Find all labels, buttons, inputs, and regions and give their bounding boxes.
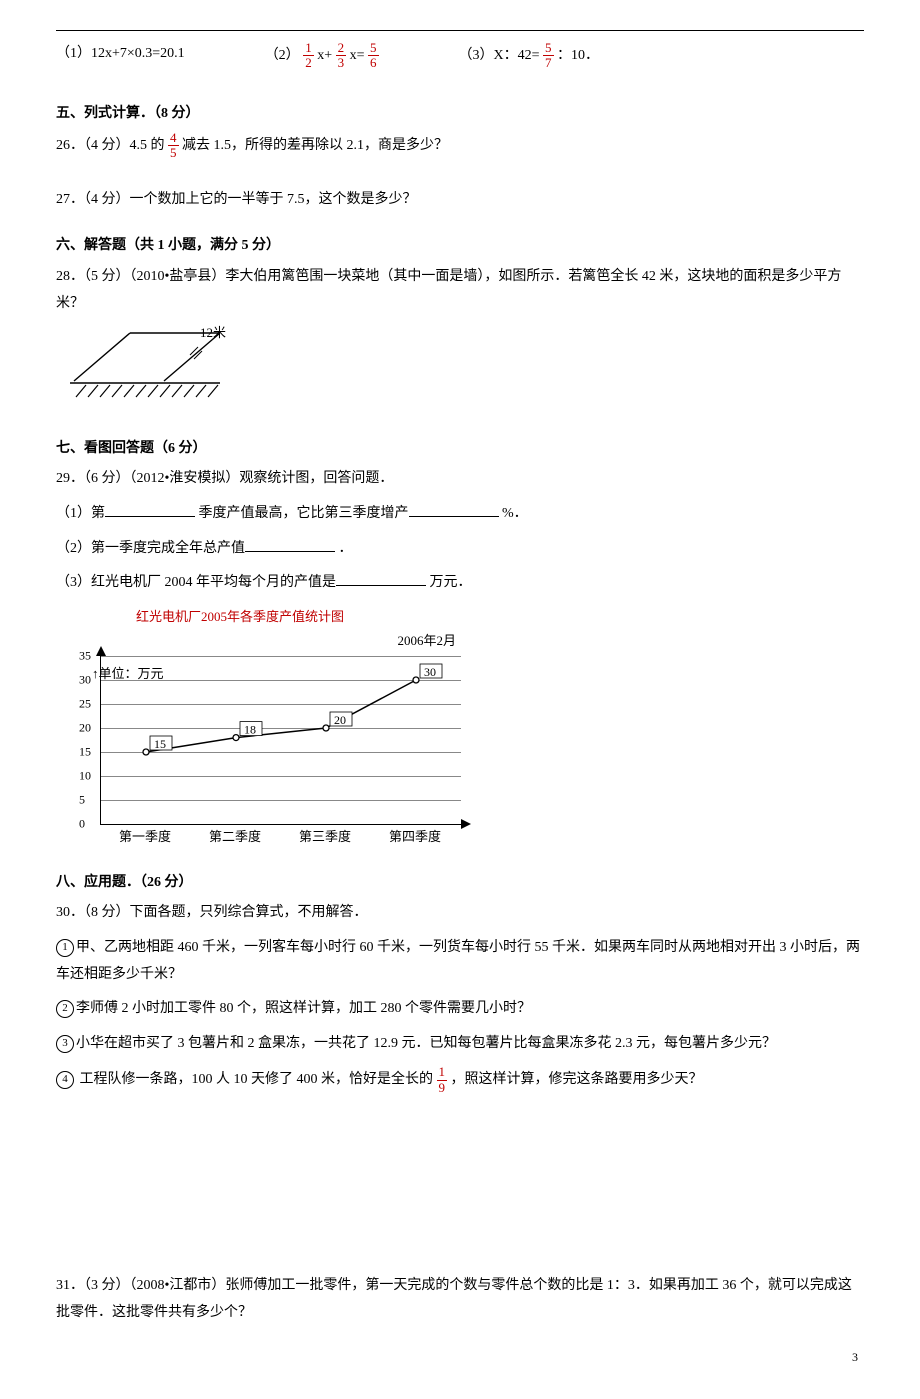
circle-3-icon: 3 <box>56 1035 74 1053</box>
y-tick-label: 30 <box>79 669 91 692</box>
q26-pre: 26．（4 分）4.5 的 <box>56 138 165 153</box>
fig-label: 12米 <box>200 325 226 340</box>
q31: 31．（3 分）（2008•江都市）张师傅加工一批零件，第一天完成的个数与零件总… <box>56 1273 864 1326</box>
q29-1: （1）第 季度产值最高，它比第三季度增产 %． <box>56 501 864 528</box>
eq2-pre: （2） <box>265 48 300 63</box>
svg-text:15: 15 <box>154 737 166 751</box>
q29: 29．（6 分）（2012•淮安模拟）观察统计图，回答问题． <box>56 466 864 493</box>
q29-1a: （1）第 <box>56 506 105 521</box>
q29-2b: ． <box>339 541 353 556</box>
q30-4a: 工程队修一条路，100 人 10 天修了 400 米，恰好是全长的 <box>80 1072 434 1087</box>
page: （1）12x+7×0.3=20.1 （2） 12 x+ 23 x= 56 （3）… <box>0 0 920 1399</box>
q29-3: （3）红光电机厂 2004 年平均每个月的产值是 万元． <box>56 570 864 597</box>
y-tick-label: 5 <box>79 789 85 812</box>
figure-q28: 12米 <box>70 325 240 416</box>
equation-row: （1）12x+7×0.3=20.1 （2） 12 x+ 23 x= 56 （3）… <box>56 41 864 71</box>
frac-1-9: 19 <box>437 1065 448 1095</box>
eq-1: （1）12x+7×0.3=20.1 <box>56 41 185 71</box>
y-tick-label: 20 <box>79 717 91 740</box>
arrow-up-icon <box>96 646 106 656</box>
eq2-mid1: x+ <box>317 48 332 63</box>
y-tick-label: 15 <box>79 741 91 764</box>
q29-2a: （2）第一季度完成全年总产值 <box>56 541 245 556</box>
q29-2: （2）第一季度完成全年总产值 ． <box>56 536 864 563</box>
blank <box>105 502 195 517</box>
q30: 30．（8 分）下面各题，只列综合算式，不用解答． <box>56 900 864 927</box>
q26-post: 减去 1.5，所得的差再除以 2.1，商是多少？ <box>182 138 448 153</box>
eq2-mid2: x= <box>350 48 365 63</box>
section-5-head: 五、列式计算．（8 分） <box>56 101 864 128</box>
arrow-right-icon <box>461 819 471 829</box>
page-number: 3 <box>56 1346 864 1369</box>
svg-text:18: 18 <box>244 723 256 737</box>
blank <box>336 571 426 586</box>
q30-1-text: 甲、乙两地相距 460 千米，一列客车每小时行 60 千米，一列货车每小时行 5… <box>56 940 860 982</box>
circle-2-icon: 2 <box>56 1000 74 1018</box>
q29-1b: 季度产值最高，它比第三季度增产 <box>199 506 409 521</box>
blank <box>245 537 335 552</box>
frac-2-3: 23 <box>336 41 347 71</box>
gap <box>56 169 864 187</box>
chart-title: 红光电机厂2005年各季度产值统计图 <box>136 605 864 630</box>
q30-1: 1甲、乙两地相距 460 千米，一列客车每小时行 60 千米，一列货车每小时行 … <box>56 935 864 988</box>
eq3-pre: （3）X：42= <box>459 48 540 63</box>
q30-2-text: 李师傅 2 小时加工零件 80 个，照这样计算，加工 280 个零件需要几小时？ <box>76 1001 531 1016</box>
q30-2: 2李师傅 2 小时加工零件 80 个，照这样计算，加工 280 个零件需要几小时… <box>56 996 864 1023</box>
top-rule <box>56 30 864 31</box>
q30-4b: ，照这样计算，修完这条路要用多少天？ <box>451 1072 703 1087</box>
svg-text:20: 20 <box>334 713 346 727</box>
q26: 26．（4 分）4.5 的 45 减去 1.5，所得的差再除以 2.1，商是多少… <box>56 131 864 161</box>
spacer <box>56 1103 864 1273</box>
svg-text:30: 30 <box>424 665 436 679</box>
eq-2: （2） 12 x+ 23 x= 56 <box>265 41 379 71</box>
q27: 27．（4 分）一个数加上它的一半等于 7.5，这个数是多少？ <box>56 187 864 214</box>
blank <box>409 502 499 517</box>
q29-1c: %． <box>502 506 528 521</box>
x-tick-label: 第二季度 <box>190 825 280 850</box>
x-axis-labels: 第一季度第二季度第三季度第四季度 <box>100 825 460 850</box>
eq3-post: ：10． <box>557 48 599 63</box>
q30-3: 3小华在超市买了 3 包薯片和 2 盒果冻，一共花了 12.9 元．已知每包薯片… <box>56 1031 864 1058</box>
frac-5-7: 57 <box>543 41 554 71</box>
chart-container: ↑单位：万元 0510152025303515182030 第一季度第二季度第三… <box>56 656 500 850</box>
x-tick-label: 第三季度 <box>280 825 370 850</box>
x-tick-label: 第四季度 <box>370 825 460 850</box>
y-tick-label: 25 <box>79 693 91 716</box>
frac-4-5: 45 <box>168 131 179 161</box>
q28: 28．（5 分）（2010•盐亭县）李大伯用篱笆围一块菜地（其中一面是墙），如图… <box>56 264 864 317</box>
q30-3-text: 小华在超市买了 3 包薯片和 2 盒果冻，一共花了 12.9 元．已知每包薯片比… <box>76 1036 776 1051</box>
section-7-head: 七、看图回答题（6 分） <box>56 436 864 463</box>
x-tick-label: 第一季度 <box>100 825 190 850</box>
frac-5-6: 56 <box>368 41 379 71</box>
y-tick-label: 10 <box>79 765 91 788</box>
frac-1-2: 12 <box>303 41 314 71</box>
q30-4: 4 工程队修一条路，100 人 10 天修了 400 米，恰好是全长的 19 ，… <box>56 1065 864 1095</box>
eq-3: （3）X：42= 57 ：10． <box>459 41 600 71</box>
chart-svg: 15 18 20 30 <box>101 656 461 824</box>
line-chart: 0510152025303515182030 <box>100 656 461 825</box>
circle-1-icon: 1 <box>56 939 74 957</box>
y-tick-label: 0 <box>79 813 85 836</box>
section-6-head: 六、解答题（共 1 小题，满分 5 分） <box>56 233 864 260</box>
chart-subtitle: 2006年2月 <box>56 629 456 654</box>
circle-4-icon: 4 <box>56 1071 74 1089</box>
parallelogram-icon: 12米 <box>70 325 240 405</box>
q29-3b: 万元． <box>430 575 472 590</box>
section-8-head: 八、应用题．（26 分） <box>56 870 864 897</box>
q29-3a: （3）红光电机厂 2004 年平均每个月的产值是 <box>56 575 336 590</box>
y-tick-label: 35 <box>79 645 91 668</box>
